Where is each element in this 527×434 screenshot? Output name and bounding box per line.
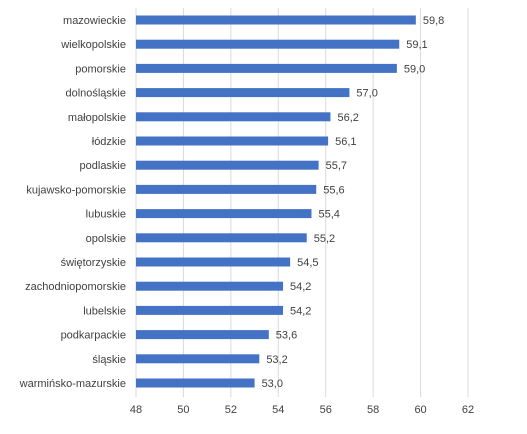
bar bbox=[136, 354, 260, 364]
x-tick-label: 62 bbox=[462, 404, 474, 416]
data-label: 59,8 bbox=[423, 15, 444, 27]
x-tick-label: 52 bbox=[225, 404, 237, 416]
data-label: 55,2 bbox=[314, 233, 335, 245]
bar bbox=[136, 112, 331, 122]
data-label: 54,2 bbox=[290, 281, 311, 293]
category-label: zachodniopomorskie bbox=[25, 281, 126, 293]
x-tick-label: 48 bbox=[130, 404, 142, 416]
x-axis-ticks: 48 50 52 54 56 58 60 62 bbox=[130, 404, 474, 416]
data-label: 54,5 bbox=[297, 257, 318, 269]
bar bbox=[136, 233, 307, 243]
data-label: 56,1 bbox=[335, 136, 356, 148]
data-label: 57,0 bbox=[356, 88, 377, 100]
bar bbox=[136, 257, 291, 267]
category-labels: mazowieckie wielkopolskie pomorskie dolnośl… bbox=[19, 15, 126, 390]
data-label: 53,0 bbox=[262, 378, 283, 390]
bar bbox=[136, 63, 397, 73]
bar bbox=[136, 39, 400, 49]
bar bbox=[136, 184, 317, 194]
category-label: podlaskie bbox=[80, 160, 126, 172]
bar bbox=[136, 305, 284, 315]
category-label: śląskie bbox=[92, 354, 126, 366]
bar bbox=[136, 160, 319, 170]
category-label: świętorzyskie bbox=[61, 257, 126, 269]
data-label: 59,1 bbox=[406, 39, 427, 51]
data-label: 53,2 bbox=[266, 354, 287, 366]
bar bbox=[136, 136, 329, 146]
category-label: podkarpackie bbox=[61, 330, 126, 342]
x-tick-label: 58 bbox=[367, 404, 379, 416]
category-label: lubelskie bbox=[83, 305, 126, 317]
category-label: opolskie bbox=[86, 233, 126, 245]
category-label: łódzkie bbox=[92, 136, 126, 148]
category-label: dolnośląskie bbox=[65, 88, 126, 100]
x-tick-label: 56 bbox=[320, 404, 332, 416]
bar bbox=[136, 378, 255, 388]
category-label: kujawsko-pomorskie bbox=[26, 184, 126, 196]
data-labels: 59,8 59,1 59,0 57,0 56,2 56,1 55,7 55,6 55,4 55,2… bbox=[262, 15, 445, 390]
bar bbox=[136, 15, 416, 25]
data-label: 53,6 bbox=[276, 330, 297, 342]
data-label: 55,4 bbox=[318, 209, 339, 221]
category-label: warmińsko-mazurskie bbox=[19, 378, 126, 390]
x-tick-label: 54 bbox=[272, 404, 284, 416]
bar bbox=[136, 88, 350, 98]
bars bbox=[136, 15, 416, 388]
bar bbox=[136, 330, 269, 340]
data-label: 55,6 bbox=[323, 184, 344, 196]
data-label: 56,2 bbox=[337, 112, 358, 124]
data-label: 55,7 bbox=[326, 160, 347, 172]
x-tick-label: 50 bbox=[177, 404, 189, 416]
category-label: małopolskie bbox=[68, 112, 126, 124]
category-label: mazowieckie bbox=[63, 15, 126, 27]
category-label: wielkopolskie bbox=[60, 39, 126, 51]
bar bbox=[136, 209, 312, 219]
x-tick-label: 60 bbox=[414, 404, 426, 416]
data-label: 54,2 bbox=[290, 305, 311, 317]
bar bbox=[136, 281, 284, 291]
data-label: 59,0 bbox=[404, 63, 425, 75]
category-label: pomorskie bbox=[75, 63, 126, 75]
category-label: lubuskie bbox=[86, 209, 126, 221]
